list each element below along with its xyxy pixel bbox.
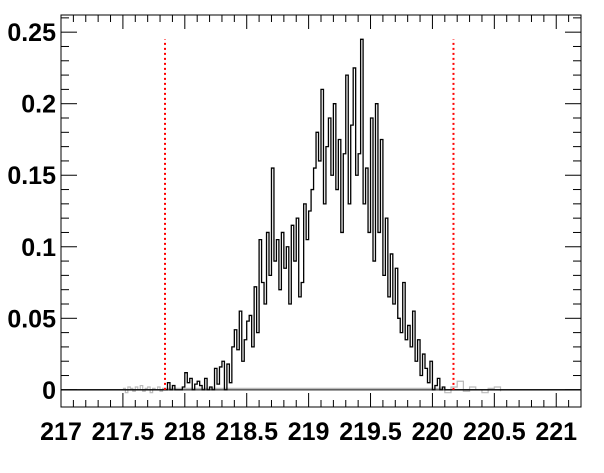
plot-area — [60, 14, 582, 408]
x-axis: 217 217.5 218 218.5 219 219.5 220 220.5 221 — [40, 15, 582, 446]
x-tick-label: 220 — [412, 418, 454, 446]
x-tick-label: 221 — [535, 418, 577, 446]
x-tick-label: 219.5 — [339, 418, 402, 446]
signal-histogram-line — [61, 38, 581, 391]
x-tick-label: 217 — [40, 418, 82, 446]
x-tick-label: 217.5 — [92, 418, 155, 446]
y-tick-label: 0.1 — [21, 234, 56, 262]
y-tick-label: 0.2 — [21, 91, 56, 119]
x-tick-label: 218 — [164, 418, 206, 446]
plot-frame — [60, 14, 582, 408]
y-axis: 0 0.05 0.1 0.15 0.2 0.25 — [7, 17, 581, 405]
window-markers — [164, 39, 455, 390]
y-tick-label: 0.25 — [7, 19, 56, 47]
y-tick-label: 0.15 — [7, 162, 56, 190]
y-tick-label: 0 — [42, 377, 56, 405]
x-tick-label: 218.5 — [215, 418, 278, 446]
x-tick-label: 219 — [288, 418, 330, 446]
x-tick-label: 220.5 — [463, 418, 526, 446]
y-tick-label: 0.05 — [7, 305, 56, 333]
signal-series — [61, 38, 581, 391]
